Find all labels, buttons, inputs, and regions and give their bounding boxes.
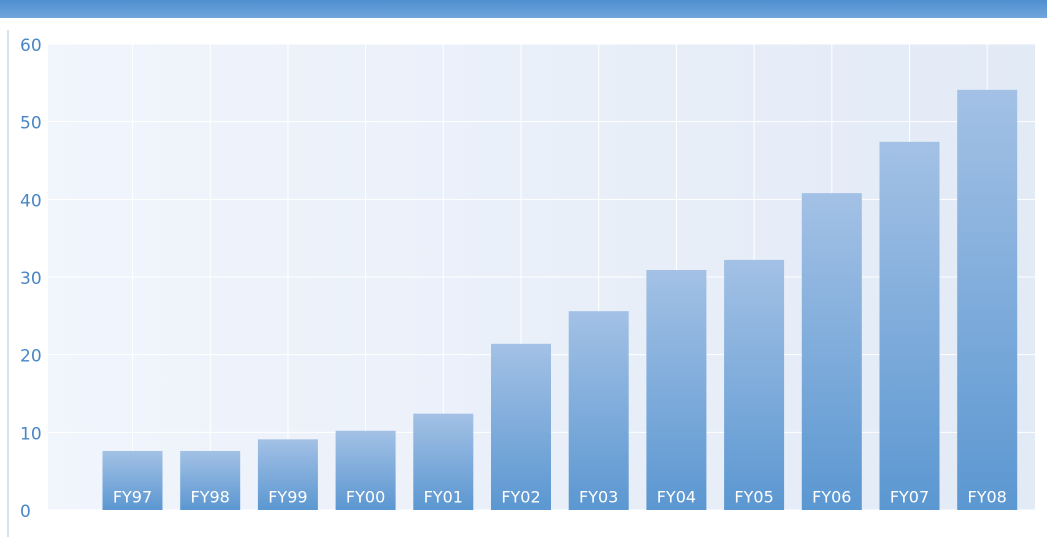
bar — [646, 270, 707, 510]
bar — [335, 430, 396, 510]
x-tick-label: FY06 — [812, 488, 851, 507]
bar — [102, 450, 163, 510]
x-tick-label: FY03 — [579, 488, 618, 507]
x-tick-label: FY97 — [113, 488, 152, 507]
bar — [801, 193, 862, 510]
bar — [413, 413, 474, 510]
bar — [491, 343, 551, 510]
x-tick-label: FY05 — [734, 488, 773, 507]
x-tick-label: FY02 — [501, 488, 540, 507]
bar — [957, 89, 1018, 510]
y-tick-label: 50 — [20, 114, 42, 134]
x-tick-label: FY08 — [968, 488, 1007, 507]
x-tick-label: FY01 — [424, 488, 463, 507]
y-tick-label: 40 — [20, 191, 42, 211]
bar — [724, 259, 785, 510]
y-tick-label: 20 — [20, 347, 42, 367]
header-bar — [0, 0, 1047, 18]
y-tick-label: 10 — [20, 424, 42, 444]
x-tick-label: FY98 — [191, 488, 230, 507]
bar — [568, 311, 629, 510]
y-tick-label: 30 — [20, 269, 42, 289]
bar — [180, 450, 241, 510]
y-tick-label: 0 — [20, 502, 31, 522]
bar — [257, 439, 318, 510]
x-tick-label: FY07 — [890, 488, 929, 507]
bar — [879, 141, 940, 511]
x-tick-label: FY00 — [346, 488, 385, 507]
y-tick-label: 60 — [20, 36, 42, 56]
x-tick-label: FY04 — [657, 488, 696, 507]
x-tick-label: FY99 — [268, 488, 307, 507]
